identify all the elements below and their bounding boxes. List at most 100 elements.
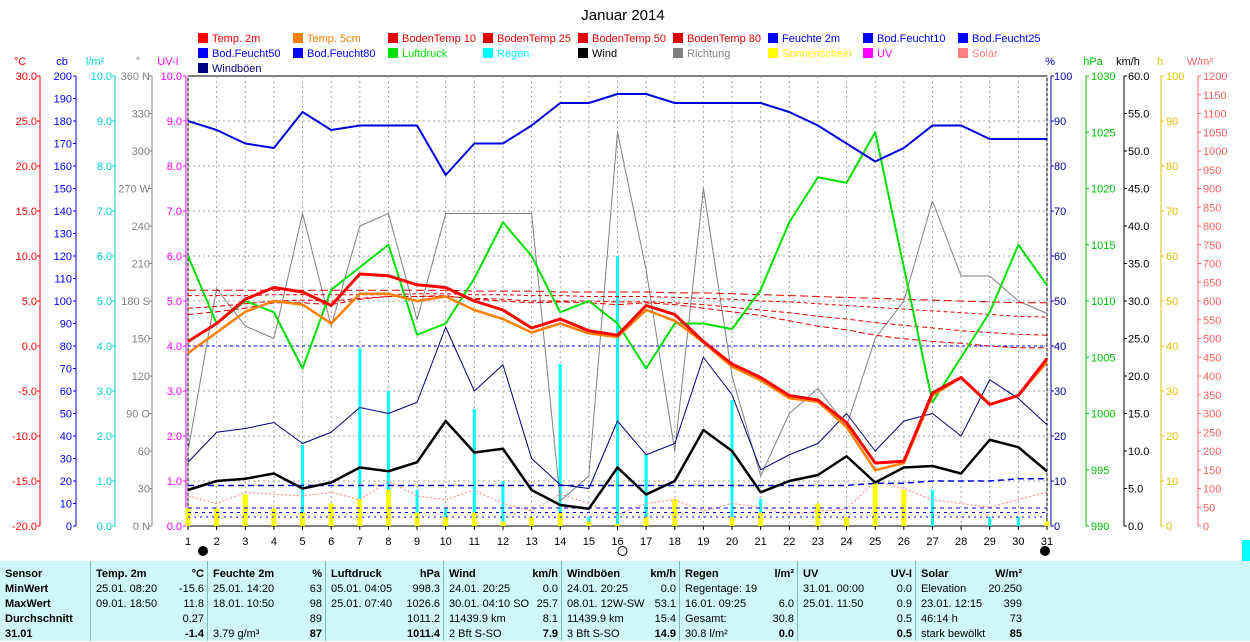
stats-cell-value: 85 bbox=[1009, 628, 1022, 640]
x-tick-label: 5 bbox=[299, 536, 305, 548]
stats-cell-detail: 05.01. 04:05 bbox=[331, 583, 393, 595]
tick-hum: 30 bbox=[1054, 386, 1066, 398]
tick-cb: 110 bbox=[54, 274, 72, 286]
stats-column-unit: km/h bbox=[532, 568, 558, 580]
x-tick-label: 11 bbox=[469, 536, 480, 548]
chart-legend: Temp. 2m Temp. 5cm BodenTemp 10 BodenTemp 2… bbox=[198, 33, 1041, 75]
tick-wind: 60.0 bbox=[1128, 71, 1149, 83]
tick-rain: 6.0 bbox=[97, 251, 112, 263]
tick-rain: 2.0 bbox=[97, 431, 112, 443]
stats-column-title: Luftdruck bbox=[331, 568, 382, 580]
axis-unit-solar: W/m² bbox=[1187, 56, 1214, 68]
sunshine-bar bbox=[672, 499, 678, 526]
x-tick-label: 16 bbox=[611, 536, 623, 548]
legend-label-bodentemp-80: BodenTemp 80 bbox=[687, 33, 761, 45]
tick-cb: 160 bbox=[54, 161, 72, 173]
tick-cb: 70 bbox=[60, 364, 72, 376]
stats-cell-detail: 11439.9 km bbox=[449, 613, 506, 625]
tick-sun: 40 bbox=[1166, 341, 1178, 353]
legend-label-bod-feucht10: Bod.Feucht10 bbox=[877, 33, 946, 45]
rain-bar bbox=[616, 256, 619, 526]
tick-temp: 10.0 bbox=[16, 251, 37, 263]
rain-bar bbox=[1016, 517, 1020, 526]
scroll-handle[interactable] bbox=[1242, 540, 1250, 561]
tick-cb: 140 bbox=[54, 206, 72, 218]
tick-solar: 250 bbox=[1203, 427, 1221, 439]
tick-solar: 300 bbox=[1203, 409, 1221, 421]
stats-cell-detail: 30.01. 04:10 SO bbox=[449, 598, 530, 610]
tick-uv: 5.0 bbox=[167, 296, 182, 308]
legend-swatch-bodentemp-25 bbox=[483, 33, 493, 43]
legend-swatch-bod-feucht50 bbox=[198, 48, 208, 58]
stats-cell-detail: 25.01. 07:40 bbox=[331, 598, 393, 610]
tick-temp: 20.0 bbox=[16, 161, 37, 173]
sunshine-bar bbox=[643, 517, 649, 526]
x-tick-label: 23 bbox=[812, 536, 824, 548]
legend-swatch-bod-feucht25 bbox=[958, 33, 968, 43]
legend-swatch-temp-2m bbox=[198, 33, 208, 43]
stats-column-title: Feuchte 2m bbox=[213, 568, 275, 580]
stats-cell-value: 1026.6 bbox=[406, 598, 440, 610]
tick-cb: 0 bbox=[66, 521, 72, 533]
legend-swatch-regen bbox=[483, 48, 493, 58]
moon-phase-markers bbox=[198, 546, 1050, 556]
axis-unit-rain: l/m² bbox=[86, 56, 105, 68]
tick-cb: 190 bbox=[54, 94, 72, 106]
legend-label-temp-5cm: Temp. 5cm bbox=[307, 33, 361, 45]
tick-sun: 10 bbox=[1166, 476, 1178, 488]
x-tick-label: 1 bbox=[185, 536, 191, 548]
tick-uv: 4.0 bbox=[167, 341, 182, 353]
stats-row-labels: Sensor MinWert MaxWert Durchschnitt 31.01 bbox=[0, 561, 90, 641]
tick-solar: 600 bbox=[1203, 296, 1221, 308]
tick-hum: 50 bbox=[1054, 296, 1066, 308]
tick-sun: 30 bbox=[1166, 386, 1178, 398]
tick-solar: 500 bbox=[1203, 334, 1221, 346]
x-tick-label: 7 bbox=[357, 536, 363, 548]
stats-cell-detail: 24.01. 20:25 bbox=[567, 583, 629, 595]
tick-solar: 900 bbox=[1203, 184, 1221, 196]
series-temp-5cm bbox=[187, 292, 1048, 472]
legend-swatch-bodentemp-80 bbox=[673, 33, 683, 43]
tick-solar: 950 bbox=[1203, 165, 1221, 177]
x-axis-ticks: 1 2 3 4 5 6 7 8 9 10 11 12 13 14 15 16 17 18 19 20 21 22 23 24 2… bbox=[185, 526, 1053, 548]
axis-dir: 360 N 330 300 270 W 240 210 180 S 150 120 90 O 60 3… bbox=[118, 56, 153, 533]
stats-cell-value: 1011.2 bbox=[407, 613, 440, 625]
stats-cell-detail: 25.01. 14:20 bbox=[213, 583, 275, 595]
tick-rain: 10.0 bbox=[91, 71, 112, 83]
stats-cell-value: 8.1 bbox=[542, 613, 558, 625]
stats-column-title: Regen bbox=[685, 568, 719, 580]
tick-pres: 1015 bbox=[1091, 240, 1115, 252]
tick-solar: 750 bbox=[1203, 240, 1221, 252]
legend-swatch-temp-5cm bbox=[293, 33, 303, 43]
legend-swatch-sonnenschein bbox=[768, 48, 778, 58]
monthly-weather-chart: Januar 2014 Temp. 2m Temp. 5cm BodenTemp 1… bbox=[11, 7, 1250, 561]
stats-column-title: Temp. 2m bbox=[96, 568, 147, 580]
stats-column-unit: % bbox=[312, 568, 322, 580]
stats-column-uv: UV UV-I 31.01. 00:00 0.0 25.01. 11:50 0.9 0.5 0… bbox=[797, 561, 916, 641]
rain-bar bbox=[730, 400, 734, 526]
x-tick-label: 31 bbox=[1041, 536, 1053, 548]
tick-solar: 1050 bbox=[1203, 127, 1227, 139]
stats-cell-value: 0.27 bbox=[182, 613, 204, 625]
tick-cb: 100 bbox=[54, 296, 72, 308]
series-temp-2m bbox=[187, 272, 1049, 465]
x-tick-label: 20 bbox=[726, 536, 738, 548]
x-tick-label: 2 bbox=[214, 536, 220, 548]
tick-solar: 200 bbox=[1203, 446, 1221, 458]
tick-pres: 995 bbox=[1091, 465, 1109, 477]
stats-cell-value: 0.0 bbox=[778, 628, 794, 640]
tick-uv: 3.0 bbox=[167, 386, 182, 398]
tick-rain: 5.0 bbox=[97, 296, 112, 308]
tick-wind: 20.0 bbox=[1128, 371, 1149, 383]
x-tick-label: 29 bbox=[984, 536, 996, 548]
tick-rain: 8.0 bbox=[97, 161, 112, 173]
sunshine-bar bbox=[500, 521, 506, 526]
rain-bar bbox=[415, 490, 419, 526]
tick-pres: 1005 bbox=[1091, 352, 1115, 364]
sunshine-bar bbox=[844, 517, 850, 526]
sunshine-bar bbox=[443, 517, 449, 526]
tick-rain: 7.0 bbox=[97, 206, 112, 218]
tick-temp: -20.0 bbox=[12, 521, 37, 533]
stats-cell-detail: 08.01. 12W-SW bbox=[567, 598, 645, 610]
